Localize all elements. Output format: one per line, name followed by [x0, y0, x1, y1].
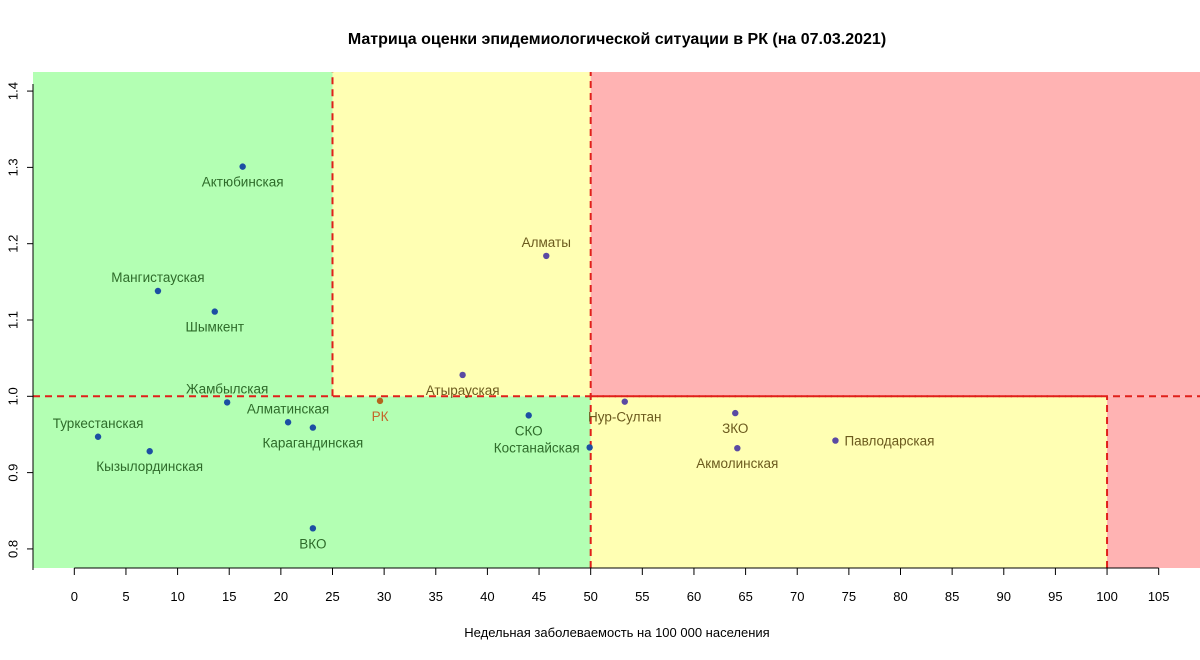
data-point	[239, 163, 246, 170]
x-tick-label: 95	[1048, 589, 1062, 604]
data-point	[621, 398, 628, 405]
x-tick-label: 30	[377, 589, 391, 604]
point-labels: Актюбинская Мангистауская Шымкент Жамбылска…	[53, 175, 935, 552]
zone-3	[590, 396, 1108, 568]
x-tick-label: 105	[1148, 589, 1170, 604]
data-points	[94, 163, 839, 532]
point-label: Мангистауская	[111, 270, 204, 285]
x-axis-label: Недельная заболеваемость на 100 000 насе…	[464, 625, 769, 640]
x-tick-label: 45	[532, 589, 546, 604]
x-tick-label: 80	[893, 589, 907, 604]
point-label: Алматы	[522, 235, 571, 250]
data-point	[376, 397, 384, 405]
point-label: Туркестанская	[53, 416, 144, 431]
data-point	[586, 444, 593, 451]
data-point	[146, 448, 153, 455]
y-tick-label: 0.9	[5, 464, 20, 482]
point-label: Актюбинская	[202, 175, 284, 190]
x-tick-label: 35	[429, 589, 443, 604]
y-tick-label: 1.4	[5, 82, 20, 100]
data-point	[734, 444, 741, 452]
data-point	[154, 287, 162, 295]
zone-4	[590, 72, 1200, 397]
point-label: Атырауская	[426, 383, 500, 398]
y-tick-label: 0.8	[5, 540, 20, 558]
y-tick-label: 1.3	[5, 158, 20, 176]
point-label: ЗКО	[722, 421, 748, 436]
data-point	[832, 437, 839, 444]
x-tick-label: 90	[997, 589, 1011, 604]
point-label: РК	[372, 409, 389, 424]
zone-2	[332, 72, 591, 397]
point-label: СКО	[515, 423, 543, 438]
data-point	[543, 252, 550, 260]
x-tick-label: 60	[687, 589, 701, 604]
point-label: ВКО	[299, 536, 326, 551]
x-tick-label: 10	[170, 589, 184, 604]
x-tick-label: 100	[1096, 589, 1118, 604]
chart-title: Матрица оценки эпидемиологической ситуац…	[348, 31, 886, 48]
x-tick-label: 65	[738, 589, 752, 604]
zone-5	[1107, 396, 1200, 568]
x-tick-label: 75	[842, 589, 856, 604]
x-tick-label: 85	[945, 589, 959, 604]
point-label: Шымкент	[185, 320, 244, 335]
risk-zones	[33, 72, 1200, 568]
axes: 0 5 10 15 20 25 30 35 40 45 50 55 60 65 70 75 80 85 90 95 10…	[5, 82, 1169, 604]
point-label: Павлодарская	[844, 434, 934, 449]
x-tick-label: 20	[274, 589, 288, 604]
point-label: Костанайская	[494, 440, 580, 455]
point-label: Акмолинская	[696, 456, 778, 471]
x-tick-label: 55	[635, 589, 649, 604]
data-point	[223, 399, 231, 406]
data-point	[94, 433, 102, 440]
y-tick-label: 1.1	[5, 311, 20, 329]
x-tick-label: 70	[790, 589, 804, 604]
point-label: Алматинская	[247, 401, 329, 416]
data-point	[732, 409, 739, 417]
y-tick-label: 1.0	[5, 387, 20, 405]
data-point	[309, 525, 317, 532]
point-label: Жамбылская	[186, 381, 268, 396]
x-tick-label: 5	[122, 589, 129, 604]
y-tick-label: 1.2	[5, 235, 20, 253]
data-point	[459, 371, 466, 379]
threshold-lines	[33, 72, 1200, 568]
x-tick-label: 15	[222, 589, 236, 604]
x-tick-label: 25	[325, 589, 339, 604]
point-label: Кызылординская	[96, 459, 203, 474]
data-point	[309, 424, 317, 431]
data-point	[525, 412, 532, 419]
point-label: Нур-Султан	[588, 410, 661, 425]
data-point	[284, 419, 292, 426]
x-tick-label: 40	[480, 589, 494, 604]
x-tick-label: 50	[583, 589, 597, 604]
point-label: Карагандинская	[263, 436, 364, 451]
x-tick-label: 0	[71, 589, 78, 604]
data-point	[211, 308, 218, 315]
